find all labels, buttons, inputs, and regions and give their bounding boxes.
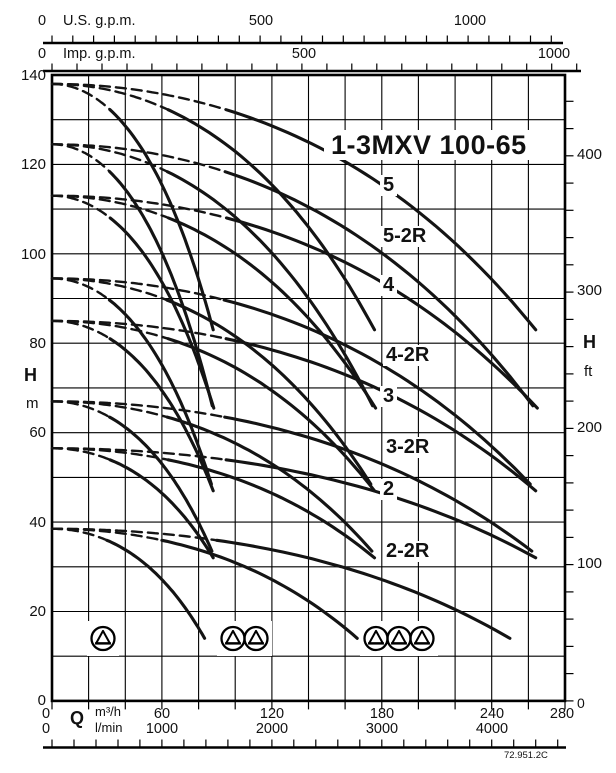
curve-2-3p-lowflow <box>50 447 228 461</box>
grid <box>51 74 566 702</box>
curve-3-2p <box>166 337 377 493</box>
lmin-axis <box>43 739 566 749</box>
m3h-ticks <box>51 700 566 710</box>
curve-4-2R-1p <box>107 298 213 486</box>
pump-icon <box>409 625 435 652</box>
curve-3-1p <box>108 337 215 493</box>
curve-4-3p-lowflow <box>50 194 228 220</box>
pump-icon <box>243 625 269 652</box>
curve-3-2R-2p <box>165 415 374 553</box>
curve-5-2p <box>166 108 377 332</box>
curve-2-2R-1p-lowflow <box>50 527 109 542</box>
ft-ticks <box>565 100 574 702</box>
curve-2-3p <box>224 458 538 560</box>
curve-5-2R-1p <box>108 170 214 408</box>
pump-count-icons <box>87 621 438 656</box>
us-gpm-axis <box>43 35 563 45</box>
curve-2-2R-2p <box>160 538 359 640</box>
curve-2-2R-3p <box>215 538 512 640</box>
curve-5-1p <box>108 108 215 332</box>
imp-gpm-axis <box>43 63 581 73</box>
curve-3-2R-3p <box>223 415 534 553</box>
curve-5-3p <box>224 108 538 332</box>
curve-4-2R-2p <box>165 298 373 486</box>
curve-3-3p-lowflow <box>50 319 228 340</box>
curve-4-2p <box>166 216 378 410</box>
curve-5-2R-3p <box>223 170 535 408</box>
pump-icon <box>90 625 116 652</box>
curve-2-2R-1p <box>105 538 207 640</box>
curve-4-1p <box>108 216 216 410</box>
pump-curves <box>50 82 539 640</box>
curve-3-2R-1p <box>108 415 214 553</box>
curve-5-2R-2p <box>165 170 375 408</box>
curve-5-3p-lowflow <box>50 82 228 111</box>
curve-2-2R-3p-lowflow <box>50 527 218 542</box>
curve-4-2R-3p-lowflow <box>50 277 226 302</box>
curve-5-2R-3p-lowflow <box>50 143 227 173</box>
curve-3-2R-3p-lowflow <box>50 400 226 419</box>
curve-4-2R-3p <box>222 298 532 486</box>
curve-2-2p <box>166 458 377 560</box>
curve-2-1p <box>108 458 215 560</box>
